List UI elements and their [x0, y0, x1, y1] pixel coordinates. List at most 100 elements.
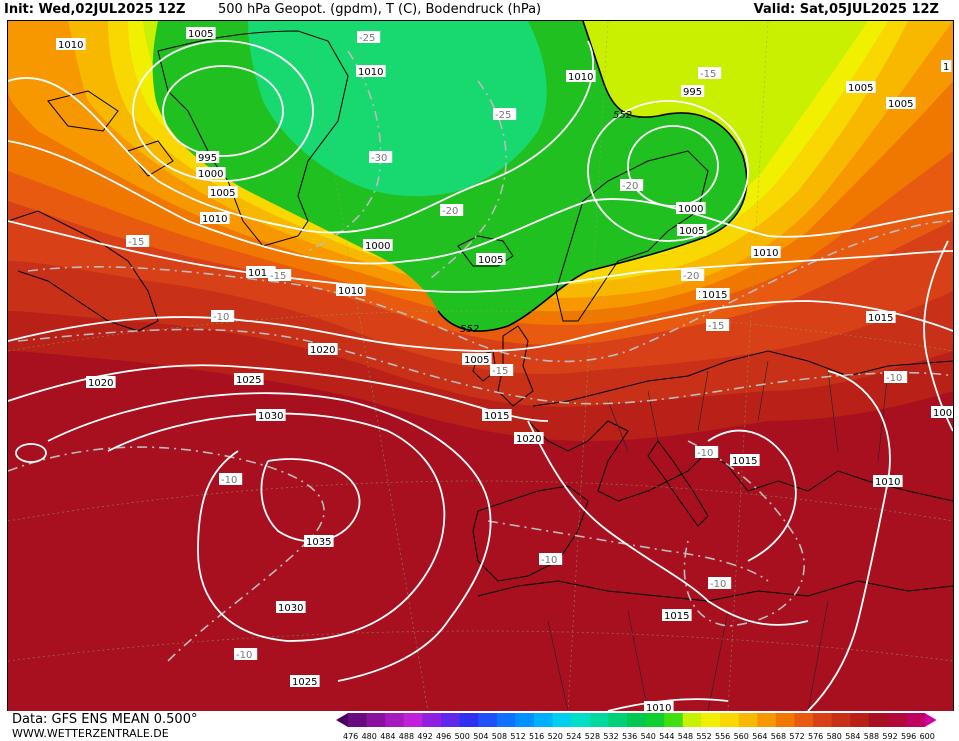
- temp-label-text: -10: [697, 448, 713, 459]
- legend-tick-label: 552: [696, 732, 711, 741]
- pressure-label-box: [304, 535, 334, 547]
- legend-tick-label: 564: [752, 732, 767, 741]
- legend-swatch: [664, 713, 684, 727]
- pressure-label-box: [886, 97, 916, 109]
- temp-label: -10: [219, 473, 243, 486]
- pressure-label-box: [276, 601, 306, 613]
- pressure-label: 1000: [676, 202, 706, 215]
- legend-tick-label: 596: [901, 732, 916, 741]
- pressure-label-text: 1000: [198, 169, 223, 180]
- pressure-label-text: 1020: [310, 345, 335, 356]
- temp-label: -30: [369, 151, 393, 164]
- pressure-label-box: [462, 353, 492, 365]
- temp-label: -25: [357, 31, 381, 44]
- legend-swatch: [757, 713, 777, 727]
- legend-arrow-left: [336, 713, 348, 727]
- height-label-text: 552: [613, 110, 632, 121]
- legend-swatch: [645, 713, 665, 727]
- band-green_teal: [248, 21, 547, 197]
- pressure-label-text: 1015: [248, 268, 273, 279]
- pressure-label-box: [931, 406, 953, 418]
- pressure-label-box: [514, 432, 544, 444]
- temp-label: -15: [706, 319, 730, 332]
- temp-label-box: [211, 310, 235, 322]
- temp-label: -20: [620, 179, 644, 192]
- pressure-label-text: 1005: [848, 83, 873, 94]
- pressure-label-text: 1005: [188, 29, 213, 40]
- legend-swatch: [552, 713, 572, 727]
- pressure-label: 1015: [482, 409, 512, 422]
- pressure-label: 1035: [304, 535, 334, 548]
- temp-label-text: -10: [710, 579, 726, 590]
- legend-tick-label: 524: [566, 732, 581, 741]
- color-legend: 476 480 484 488 492 496 500 504 508 512 516 520 524 5…: [336, 713, 937, 741]
- temp-label-text: -15: [708, 321, 724, 332]
- pressure-label-text: 1005: [478, 255, 503, 266]
- legend-tick-label: 528: [585, 732, 600, 741]
- pressure-label-text: 1015: [702, 290, 727, 301]
- pressure-label-box: [676, 202, 706, 214]
- temp-label-text: -10: [886, 373, 902, 384]
- pressure-label-text: 1010: [875, 477, 900, 488]
- pressure-label-text: 1035: [306, 537, 331, 548]
- map-canvas: 1010 1005 1010 1010 995 1005 995 1000 1005 1010 10…: [8, 21, 953, 711]
- legend-tick-label: 568: [771, 732, 786, 741]
- temp-label-box: [884, 371, 908, 383]
- pressure-label-box: [677, 224, 707, 236]
- pressure-label: 1020: [86, 376, 116, 389]
- pressure-label-box: [476, 253, 506, 265]
- pressure-label-text: 1010: [646, 703, 671, 711]
- pressure-label-text: 1030: [258, 411, 283, 422]
- pressure-label-box: [662, 609, 692, 621]
- legend-swatch: [775, 713, 795, 727]
- legend-swatch: [682, 713, 702, 727]
- pressure-label-box: [356, 65, 386, 77]
- pressure-label-text: 1020: [88, 378, 113, 389]
- legend-swatch: [794, 713, 814, 727]
- canada-islands-coast: [47, 90, 174, 177]
- temp-label-box: [539, 553, 563, 565]
- legend-tick-label: 548: [678, 732, 693, 741]
- pressure-label: 1010: [751, 246, 781, 259]
- scandinavia-coast: [555, 150, 709, 322]
- pressure-label: 1020: [308, 343, 338, 356]
- temp-label-text: -25: [495, 110, 511, 121]
- legend-tick-label: 592: [882, 732, 897, 741]
- pressure-label: 1010: [566, 70, 596, 83]
- pressure-label-box: [941, 60, 952, 72]
- pressure-label-box: [846, 81, 876, 93]
- pressure-label: 1005: [846, 81, 876, 94]
- legend-swatch: [385, 713, 405, 727]
- temp-label-text: -15: [270, 271, 286, 282]
- legend-swatch: [887, 713, 907, 727]
- pressure-label-text: 1015: [732, 456, 757, 467]
- pressure-label-box: [363, 239, 393, 251]
- temp-label-text: -20: [442, 206, 458, 217]
- height-552-contour: [437, 21, 748, 332]
- temp-label: -15: [698, 67, 722, 80]
- map-labels: 1010 1005 1010 1010 995 1005 995 1000 1005 1010 10…: [56, 27, 953, 711]
- legend-swatch: [403, 713, 423, 727]
- legend-tick-label: 544: [659, 732, 674, 741]
- legend-swatch: [496, 713, 516, 727]
- legend-tick-label: 480: [362, 732, 377, 741]
- temp-label-text: -10: [213, 312, 229, 323]
- legend-tick-label: 560: [734, 732, 749, 741]
- pressure-label-text: 1000: [365, 241, 390, 252]
- pressure-label-box: [873, 475, 903, 487]
- pressure-label-text: 1020: [516, 434, 541, 445]
- temp-label: -10: [884, 371, 908, 384]
- legend-tick-label: 556: [715, 732, 730, 741]
- legend-tick-label: 600: [920, 732, 935, 741]
- pressure-label-text: 1010: [202, 214, 227, 225]
- temp-label: -10: [234, 648, 258, 661]
- legend-swatch: [868, 713, 888, 727]
- temp-label: -15: [490, 364, 514, 377]
- pressure-label-text: 1010: [338, 286, 363, 297]
- chart-footer: Data: GFS ENS MEAN 0.500° WWW.WETTERZENT…: [0, 711, 959, 741]
- pressure-label-box: [866, 311, 896, 323]
- legend-tick-label: 516: [529, 732, 544, 741]
- pressure-label-text: 1010: [753, 248, 778, 259]
- chart-header: Init: Wed,02JUL2025 12Z 500 hPa Geopot. …: [0, 0, 959, 20]
- temp-label-box: [695, 446, 719, 458]
